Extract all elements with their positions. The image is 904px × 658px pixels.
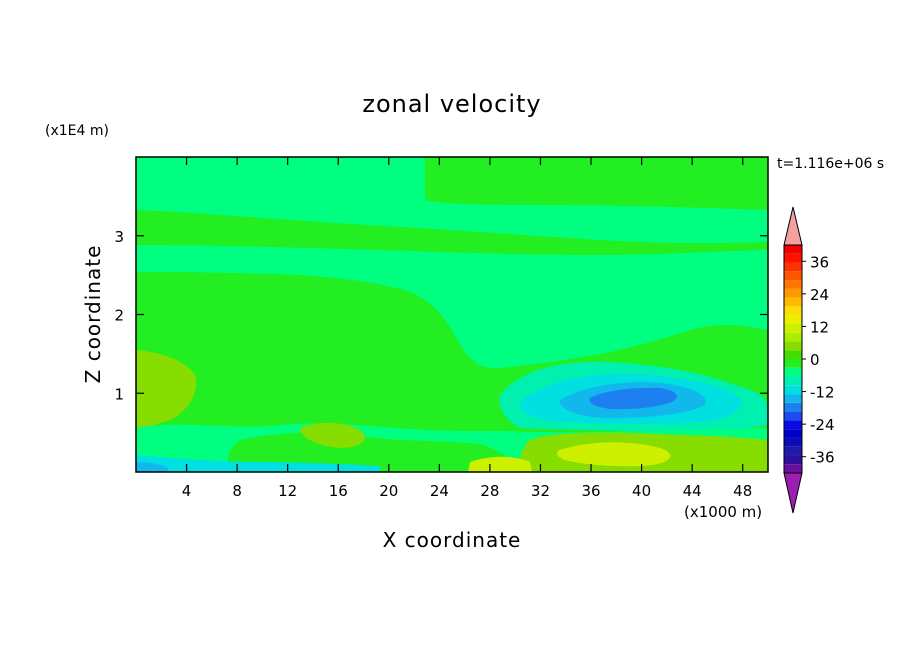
colorbar-swatch <box>784 394 802 403</box>
colorbar-tick-label: -36 <box>810 449 835 467</box>
x-tick-label: 16 <box>329 482 348 500</box>
field-region-near-surface-green <box>227 432 520 472</box>
colorbar-swatch <box>784 455 802 465</box>
y-tick-label: 1 <box>114 385 124 403</box>
colorbar-tick-label: -24 <box>810 416 835 434</box>
colorbar-swatch <box>784 464 802 473</box>
colorbar-swatch <box>784 288 802 298</box>
field-region-bottom-negative-core <box>136 462 168 472</box>
x-tick-label: 44 <box>683 482 702 500</box>
colorbar-swatch <box>784 315 802 324</box>
x-unit-label: (x1000 m) <box>684 503 762 521</box>
y-axis-label: Z coordinate <box>81 245 105 384</box>
field-region-surface-positive-left <box>300 422 365 448</box>
colorbar-swatch <box>784 271 802 281</box>
colorbar-extend-low <box>783 472 803 514</box>
field-region-near-zero-upper <box>136 157 768 369</box>
colorbar-swatch <box>784 280 802 289</box>
colorbar-swatch <box>784 376 802 386</box>
colorbar-swatch <box>784 385 802 395</box>
colorbar-swatch <box>784 446 802 456</box>
x-tick-label: 12 <box>278 482 297 500</box>
plot-area <box>135 156 769 473</box>
x-tick-label: 32 <box>531 482 550 500</box>
x-tick-label: 36 <box>581 482 600 500</box>
colorbar-swatch <box>784 350 802 359</box>
field-region-surface-positive-mid <box>468 456 532 472</box>
y-axis: 1 2 3 <box>114 228 768 403</box>
field-region-negative-core <box>589 387 677 410</box>
y-tick-label: 2 <box>114 307 124 325</box>
x-axis: 4 8 12 16 20 24 28 32 36 40 44 48 <box>182 157 752 500</box>
x-tick-label: 8 <box>232 482 242 500</box>
colorbar-tick-label: 0 <box>810 351 820 369</box>
colorbar-swatch <box>784 359 802 368</box>
colorbar-extend-high <box>783 206 803 246</box>
colorbar-swatch <box>784 437 802 447</box>
chart-title: zonal velocity <box>362 90 541 118</box>
y-tick-label: 3 <box>114 228 124 246</box>
colorbar-swatch <box>784 297 802 307</box>
field-region-bottom-negative <box>136 455 380 472</box>
x-tick-label: 48 <box>733 482 752 500</box>
x-axis-label: X coordinate <box>383 528 522 552</box>
field-region-right-edge <box>740 157 768 200</box>
x-tick-label: 40 <box>632 482 651 500</box>
colorbar-tick-label: 24 <box>810 286 829 304</box>
colorbar-swatch <box>784 323 802 333</box>
colorbar-swatch <box>784 341 802 351</box>
field-region-mint-strip <box>136 258 768 274</box>
colorbar-swatch <box>784 306 802 316</box>
colorbar-tick-label: -12 <box>810 384 835 402</box>
colorbar-swatch <box>784 420 802 430</box>
colorbar-swatch <box>784 402 802 412</box>
x-tick-label: 4 <box>182 482 192 500</box>
field-region-surface-strong-positive <box>556 442 671 467</box>
colorbar: 36 24 12 0 -12 -24 -36 <box>783 206 835 514</box>
field-region-upper-right <box>425 157 768 210</box>
colorbar-tick-label: 12 <box>810 318 829 336</box>
colorbar-swatch <box>784 262 802 272</box>
x-tick-label: 20 <box>379 482 398 500</box>
y-unit-label: (x1E4 m) <box>45 123 109 139</box>
colorbar-tick-label: 36 <box>810 253 829 271</box>
time-label: t=1.116e+06 s <box>777 156 884 172</box>
x-tick-label: 24 <box>430 482 449 500</box>
colorbar-swatch <box>784 332 802 342</box>
colorbar-swatch <box>784 411 802 421</box>
colorbar-swatch <box>784 429 802 438</box>
field-region-lower-left <box>136 272 522 448</box>
field-region-left-positive <box>136 350 197 430</box>
colorbar-swatch <box>784 367 802 377</box>
x-tick-label: 28 <box>480 482 499 500</box>
colorbar-swatch <box>784 253 802 263</box>
field-region-positive-band <box>136 210 768 255</box>
colorbar-swatch <box>784 245 802 254</box>
